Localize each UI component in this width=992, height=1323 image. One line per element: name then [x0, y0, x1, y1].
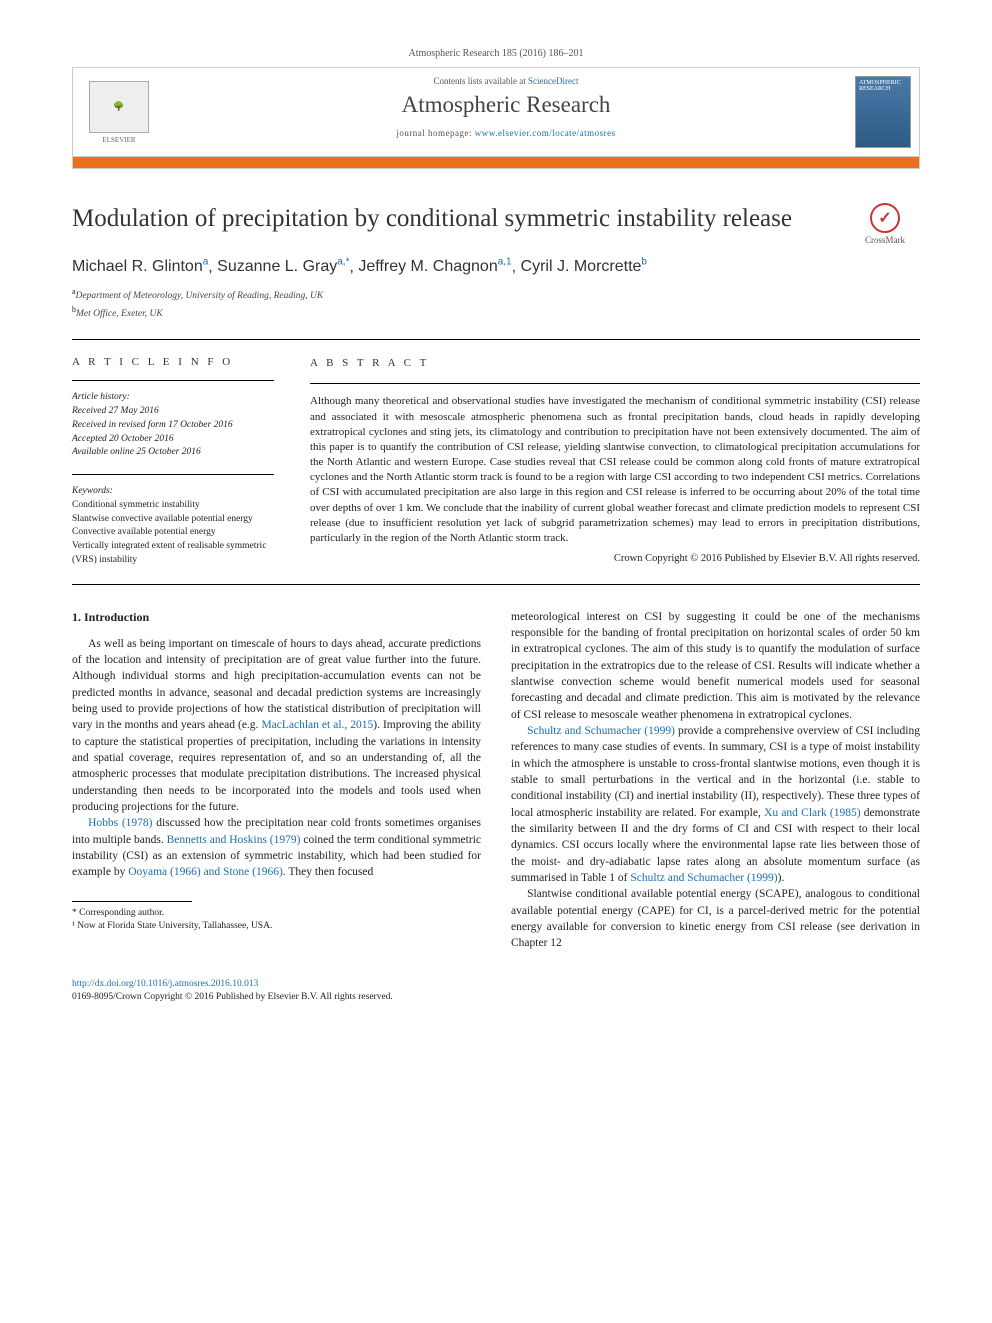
author-list: Michael R. Glintona, Suzanne L. Graya,*,… — [72, 257, 920, 276]
publisher-name: ELSEVIER — [102, 136, 135, 144]
citation-link[interactable]: Ooyama (1966) and Stone (1966) — [128, 866, 283, 878]
contents-available-line: Contents lists available at ScienceDirec… — [165, 76, 847, 86]
publisher-logo: 🌳 ELSEVIER — [73, 68, 165, 156]
orange-accent-bar — [73, 156, 919, 168]
doi-link[interactable]: http://dx.doi.org/10.1016/j.atmosres.201… — [72, 979, 258, 989]
journal-cover: ATMOSPHERIC RESEARCH — [847, 68, 919, 156]
body-paragraph: As well as being important on timescale … — [72, 636, 481, 816]
rule-top — [72, 339, 920, 340]
corresponding-author-note: * Corresponding author. — [72, 907, 481, 920]
issn-copyright: 0169-8095/Crown Copyright © 2016 Publish… — [72, 991, 920, 1004]
abstract-label: A B S T R A C T — [310, 356, 920, 371]
journal-homepage-link[interactable]: www.elsevier.com/locate/atmosres — [475, 128, 616, 138]
journal-header-box: 🌳 ELSEVIER Contents lists available at S… — [72, 67, 920, 169]
footnote-1: ¹ Now at Florida State University, Talla… — [72, 920, 481, 933]
page-footer: http://dx.doi.org/10.1016/j.atmosres.201… — [72, 978, 920, 1005]
article-history: Article history: Received 27 May 2016Rec… — [72, 391, 274, 460]
keywords-heading: Keywords: — [72, 485, 274, 499]
journal-cover-image: ATMOSPHERIC RESEARCH — [855, 76, 911, 148]
body-column-right: meteorological interest on CSI by sugges… — [511, 609, 920, 952]
article-info-label: A R T I C L E I N F O — [72, 356, 274, 368]
citation-link[interactable]: Schultz and Schumacher (1999) — [630, 872, 777, 884]
history-heading: Article history: — [72, 391, 274, 405]
crossmark-label: CrossMark — [850, 235, 920, 245]
abstract-column: A B S T R A C T Although many theoretica… — [292, 342, 920, 581]
paper-title: Modulation of precipitation by condition… — [72, 203, 850, 234]
elsevier-tree-icon: 🌳 — [89, 81, 149, 133]
crossmark-badge[interactable]: ✓ CrossMark — [850, 203, 920, 245]
citation-link[interactable]: Hobbs (1978) — [88, 817, 152, 829]
abstract-copyright: Crown Copyright © 2016 Published by Else… — [310, 552, 920, 566]
footnote-rule — [72, 901, 192, 902]
body-paragraph: Hobbs (1978) discussed how the precipita… — [72, 815, 481, 880]
journal-name: Atmospheric Research — [165, 92, 847, 118]
body-paragraph: Slantwise conditional available potentia… — [511, 886, 920, 951]
section-1-heading: 1. Introduction — [72, 609, 481, 626]
journal-homepage-line: journal homepage: www.elsevier.com/locat… — [165, 128, 847, 138]
affiliations: aDepartment of Meteorology, University o… — [72, 286, 920, 321]
sciencedirect-link[interactable]: ScienceDirect — [528, 76, 578, 86]
rule-bottom — [72, 584, 920, 585]
abstract-text: Although many theoretical and observatio… — [310, 394, 920, 546]
citation-link[interactable]: Schultz and Schumacher (1999) — [527, 725, 675, 737]
body-paragraph: Schultz and Schumacher (1999) provide a … — [511, 723, 920, 886]
body-column-left: 1. Introduction As well as being importa… — [72, 609, 481, 952]
citation-link[interactable]: MacLachlan et al., 2015 — [261, 719, 373, 731]
citation-link[interactable]: Xu and Clark (1985) — [764, 807, 861, 819]
article-info-column: A R T I C L E I N F O Article history: R… — [72, 342, 292, 581]
crossmark-icon: ✓ — [870, 203, 900, 233]
citation-link[interactable]: Bennetts and Hoskins (1979) — [167, 834, 301, 846]
body-paragraph: meteorological interest on CSI by sugges… — [511, 609, 920, 723]
running-header: Atmospheric Research 185 (2016) 186–201 — [72, 48, 920, 59]
keywords-block: Keywords: Conditional symmetric instabil… — [72, 485, 274, 568]
footnotes: * Corresponding author. ¹ Now at Florida… — [72, 907, 481, 934]
